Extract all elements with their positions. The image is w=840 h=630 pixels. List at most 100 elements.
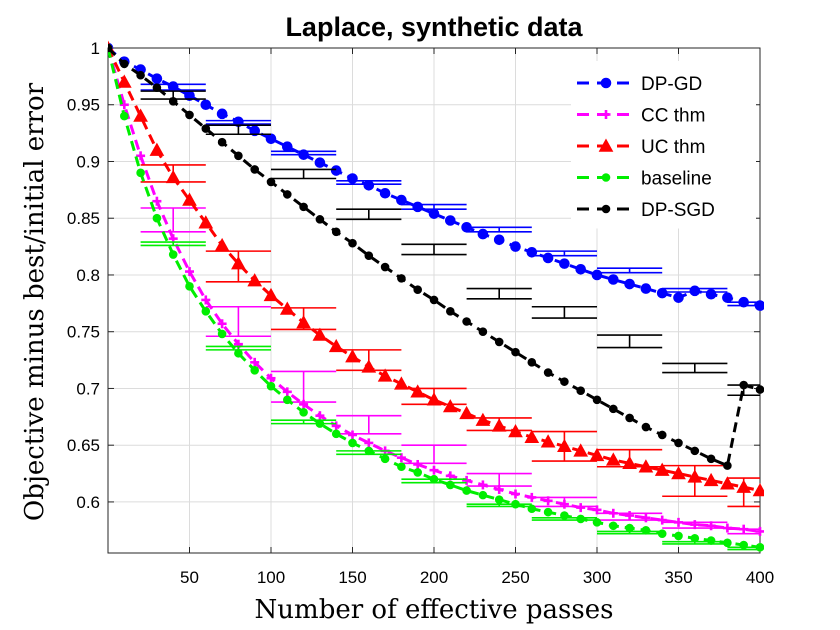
data-point-baseline bbox=[592, 518, 602, 527]
data-point-dp-sgd bbox=[413, 285, 423, 295]
data-point-dp-sgd bbox=[657, 430, 667, 440]
y-tick-label: 0.8 bbox=[76, 266, 100, 285]
data-point-dp-gd bbox=[282, 141, 293, 153]
legend-label-dp-gd: DP-GD bbox=[641, 74, 702, 95]
data-point-cc-thm bbox=[152, 196, 162, 206]
data-point-uc-thm bbox=[312, 327, 328, 341]
legend-label-cc-thm: CC thm bbox=[641, 106, 705, 127]
series-line-uc-thm bbox=[108, 47, 761, 493]
legend-entry-dp-gd: DP-GD bbox=[577, 74, 702, 95]
data-point-cc-thm bbox=[315, 411, 325, 421]
legend-label-baseline: baseline bbox=[641, 169, 712, 190]
legend-entry-uc-thm: UC thm bbox=[577, 137, 705, 158]
data-point-cc-thm bbox=[299, 399, 309, 409]
data-point-cc-thm bbox=[641, 513, 651, 523]
data-point-dp-gd bbox=[689, 285, 701, 297]
data-point-baseline bbox=[397, 462, 406, 472]
data-point-baseline bbox=[413, 468, 423, 477]
data-point-uc-thm bbox=[149, 142, 165, 156]
data-point-dp-sgd bbox=[217, 137, 227, 147]
data-point-uc-thm bbox=[605, 452, 621, 466]
y-tick-label: 1 bbox=[91, 39, 100, 58]
data-point-baseline bbox=[739, 540, 749, 550]
data-point-cc-thm bbox=[527, 492, 537, 502]
data-point-dp-sgd bbox=[364, 251, 374, 260]
legend-label-uc-thm: UC thm bbox=[641, 137, 705, 158]
data-point-dp-sgd bbox=[690, 446, 700, 456]
data-point-uc-thm bbox=[247, 273, 263, 287]
data-point-dp-sgd bbox=[185, 110, 194, 120]
data-point-dp-gd bbox=[412, 201, 424, 213]
data-point-dp-gd bbox=[559, 258, 570, 269]
data-point-baseline bbox=[201, 306, 211, 316]
data-point-cc-thm bbox=[559, 499, 569, 509]
data-point-dp-sgd bbox=[250, 165, 259, 174]
data-point-uc-thm bbox=[442, 399, 458, 413]
data-point-dp-sgd bbox=[234, 151, 243, 161]
x-tick-label: 100 bbox=[257, 568, 285, 587]
data-point-uc-thm bbox=[214, 237, 230, 252]
data-point-baseline bbox=[429, 474, 439, 484]
x-tick-label: 300 bbox=[583, 568, 611, 587]
data-point-dp-gd bbox=[428, 208, 440, 219]
data-point-uc-thm bbox=[182, 192, 197, 206]
error-bar-baseline bbox=[271, 419, 337, 425]
data-point-cc-thm bbox=[722, 523, 732, 533]
data-point-uc-thm bbox=[410, 384, 426, 398]
data-point-baseline bbox=[641, 526, 651, 535]
data-point-dp-gd bbox=[347, 173, 358, 184]
data-point-dp-gd bbox=[167, 81, 179, 92]
data-point-dp-sgd bbox=[723, 461, 732, 470]
data-point-cc-thm bbox=[250, 357, 260, 367]
data-point-dp-gd bbox=[575, 263, 587, 275]
y-tick-label: 0.9 bbox=[76, 152, 100, 171]
data-point-uc-thm bbox=[524, 429, 540, 443]
data-point-uc-thm bbox=[328, 338, 344, 353]
data-point-uc-thm bbox=[703, 472, 719, 487]
data-point-uc-thm bbox=[752, 483, 764, 497]
data-point-dp-sgd bbox=[331, 227, 341, 237]
data-point-uc-thm bbox=[133, 108, 148, 122]
legend-marker-baseline bbox=[601, 173, 611, 182]
data-point-dp-sgd bbox=[315, 215, 325, 224]
legend-marker-cc-thm bbox=[601, 110, 611, 119]
data-point-baseline bbox=[168, 250, 178, 259]
data-point-baseline bbox=[527, 504, 537, 514]
data-point-dp-sgd bbox=[108, 43, 113, 53]
data-point-dp-gd bbox=[673, 292, 684, 303]
data-point-cc-thm bbox=[739, 524, 749, 534]
data-point-cc-thm bbox=[543, 496, 553, 506]
data-point-baseline bbox=[609, 521, 618, 531]
data-point-uc-thm bbox=[165, 169, 181, 184]
data-point-baseline bbox=[462, 486, 471, 495]
data-point-baseline bbox=[657, 529, 667, 539]
data-point-dp-sgd bbox=[576, 386, 586, 396]
data-point-uc-thm bbox=[231, 256, 246, 270]
data-point-dp-gd bbox=[493, 234, 505, 246]
data-point-dp-sgd bbox=[446, 306, 455, 316]
data-point-cc-thm bbox=[608, 508, 618, 518]
data-point-uc-thm bbox=[345, 349, 360, 363]
data-point-dp-sgd bbox=[397, 274, 406, 283]
data-point-dp-sgd bbox=[511, 347, 520, 357]
data-point-dp-gd bbox=[265, 133, 277, 145]
data-point-baseline bbox=[266, 381, 276, 391]
data-point-dp-sgd bbox=[462, 317, 471, 326]
data-point-dp-sgd bbox=[755, 385, 764, 394]
data-point-dp-gd bbox=[298, 149, 309, 160]
data-point-dp-gd bbox=[330, 165, 342, 176]
data-point-baseline bbox=[723, 538, 732, 548]
data-point-dp-gd bbox=[510, 241, 521, 252]
legend-marker-dp-gd bbox=[600, 77, 612, 89]
data-point-cc-thm bbox=[657, 515, 667, 525]
series-baseline bbox=[108, 43, 764, 552]
data-point-baseline bbox=[478, 490, 488, 500]
data-point-dp-gd bbox=[624, 278, 635, 290]
data-point-baseline bbox=[185, 282, 194, 291]
error-bar-cc-thm bbox=[205, 305, 271, 338]
data-point-dp-gd bbox=[200, 99, 212, 111]
data-point-cc-thm bbox=[429, 465, 439, 475]
legend: DP-GD CC thm UC thm baseline DP-SGD bbox=[571, 61, 756, 229]
data-point-dp-sgd bbox=[494, 337, 504, 347]
